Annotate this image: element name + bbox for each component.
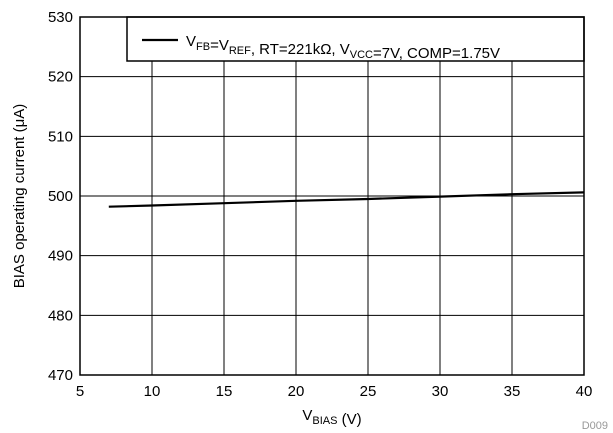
y-tick-label: 500 [48,188,73,205]
y-tick-label: 470 [48,367,73,384]
x-tick-label: 20 [288,383,305,400]
legend-label: VFB=VREF, RT=221kΩ, VVCC=7V, COMP=1.75V [186,33,500,62]
grid [80,17,584,375]
y-axis-label: BIAS operating current (μA) [11,104,28,289]
y-axis-ticks: 470 480 490 500 510 520 530 [48,9,73,384]
x-tick-label: 15 [216,383,233,400]
legend-box [126,16,585,62]
figure-id: D009 [582,420,608,432]
x-axis-label: VBIAS (V) [302,407,361,428]
y-tick-label: 490 [48,248,73,265]
x-tick-label: 40 [576,383,593,400]
y-tick-label: 510 [48,128,73,145]
x-tick-label: 5 [76,383,84,400]
x-tick-label: 25 [360,383,377,400]
x-tick-label: 35 [504,383,521,400]
x-tick-label: 30 [432,383,449,400]
y-tick-label: 480 [48,307,73,324]
legend: VFB=VREF, RT=221kΩ, VVCC=7V, COMP=1.75V [126,16,585,62]
y-tick-label: 530 [48,9,73,26]
y-tick-label: 520 [48,69,73,86]
x-tick-label: 10 [144,383,161,400]
series-line [108,191,585,208]
plot-frame [79,16,585,376]
x-axis-ticks: 5 10 15 20 25 30 35 40 [76,383,593,400]
